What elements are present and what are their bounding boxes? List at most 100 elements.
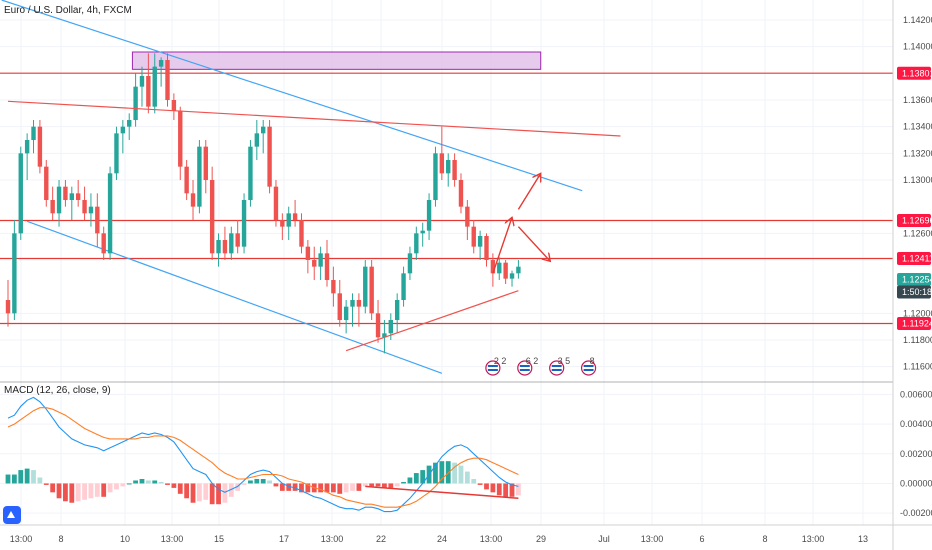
price-axis-label[interactable]: 1.12696 [897,214,932,228]
candle[interactable] [248,140,253,207]
price-axis-label[interactable]: 1:50:18 [897,285,932,299]
projection-continue[interactable] [517,173,540,210]
candle[interactable] [184,160,189,200]
candle[interactable] [273,180,279,227]
candle[interactable] [426,193,432,240]
economic-event-icon[interactable]: 2 2 [485,356,507,376]
candle[interactable] [24,133,30,180]
candle[interactable] [331,266,336,307]
candle[interactable] [452,153,457,187]
resistance-zone[interactable] [131,51,542,70]
candle[interactable] [12,220,17,320]
macd-trendline[interactable] [365,485,519,500]
projection-pullback[interactable] [517,226,550,262]
candle[interactable] [477,230,483,260]
candle[interactable] [356,293,362,327]
price-axis-label[interactable]: 1.12411 [897,252,932,266]
candle[interactable] [375,300,381,343]
candle[interactable] [305,240,311,274]
candle[interactable] [235,220,240,254]
candle[interactable] [63,180,68,207]
candle[interactable] [516,260,521,279]
candle[interactable] [407,246,413,280]
candle[interactable] [465,200,470,240]
candle[interactable] [56,180,62,227]
candle[interactable] [292,200,298,227]
candle[interactable] [44,160,49,207]
candle[interactable] [261,120,266,154]
candle[interactable] [484,233,489,267]
candle[interactable] [267,120,272,194]
candle[interactable] [458,173,464,214]
candle[interactable] [5,280,11,327]
candle[interactable] [82,186,87,220]
upper-channel-line[interactable] [1,0,583,192]
candle[interactable] [439,126,445,180]
candle[interactable] [446,153,451,187]
candle[interactable] [286,206,291,240]
candle[interactable] [165,53,170,107]
candle[interactable] [222,226,228,260]
candle[interactable] [178,106,183,180]
candle[interactable] [369,260,374,320]
price-axis-label[interactable]: 1.13801 [897,66,932,80]
candle[interactable] [152,53,157,114]
economic-event-icon[interactable]: 8 [580,356,597,376]
candle[interactable] [509,270,515,287]
candle[interactable] [190,180,196,220]
candle[interactable] [420,222,425,247]
candle[interactable] [433,146,438,207]
candle[interactable] [197,140,202,214]
candle[interactable] [382,320,387,354]
candle[interactable] [471,220,476,254]
descending-trendline[interactable] [7,100,621,137]
candle[interactable] [50,186,55,220]
candle[interactable] [127,113,132,140]
candle[interactable] [343,300,349,334]
candle[interactable] [88,193,94,227]
candle[interactable] [133,73,138,127]
candle[interactable] [503,260,508,284]
candle[interactable] [146,53,151,114]
candle[interactable] [363,260,368,314]
candle[interactable] [324,240,330,287]
candle[interactable] [394,293,400,334]
tradingview-logo-icon[interactable] [3,506,21,524]
candle[interactable] [203,140,208,194]
candle[interactable] [254,120,260,160]
candle[interactable] [497,257,502,280]
candle[interactable] [299,213,304,254]
candle[interactable] [95,193,100,247]
candle[interactable] [209,166,215,260]
candle[interactable] [69,186,74,220]
candle[interactable] [107,166,113,260]
economic-event-icon[interactable]: 3 5 [549,356,571,376]
price-axis-label[interactable]: 1.12254 [897,272,932,286]
candle[interactable] [120,120,126,154]
candle[interactable] [229,226,234,260]
candle[interactable] [37,120,43,174]
price-axis-label[interactable]: 1.11924 [897,316,932,330]
candle[interactable] [350,293,355,327]
candle[interactable] [18,146,23,240]
candle[interactable] [101,226,106,260]
candle[interactable] [490,253,496,287]
candle[interactable] [114,126,119,180]
candle[interactable] [401,266,406,307]
candle[interactable] [75,180,81,207]
candle[interactable] [158,57,164,87]
candle[interactable] [318,246,323,280]
candle[interactable] [31,120,36,154]
candle[interactable] [139,66,145,107]
projection-up[interactable] [492,217,512,274]
candle[interactable] [414,226,419,260]
candle[interactable] [241,193,247,254]
economic-event-icon[interactable]: 6 2 [517,356,539,376]
candle[interactable] [337,280,342,327]
candle[interactable] [216,233,221,267]
lower-channel-line[interactable] [26,220,443,374]
candle[interactable] [171,93,177,120]
candle[interactable] [280,213,285,240]
